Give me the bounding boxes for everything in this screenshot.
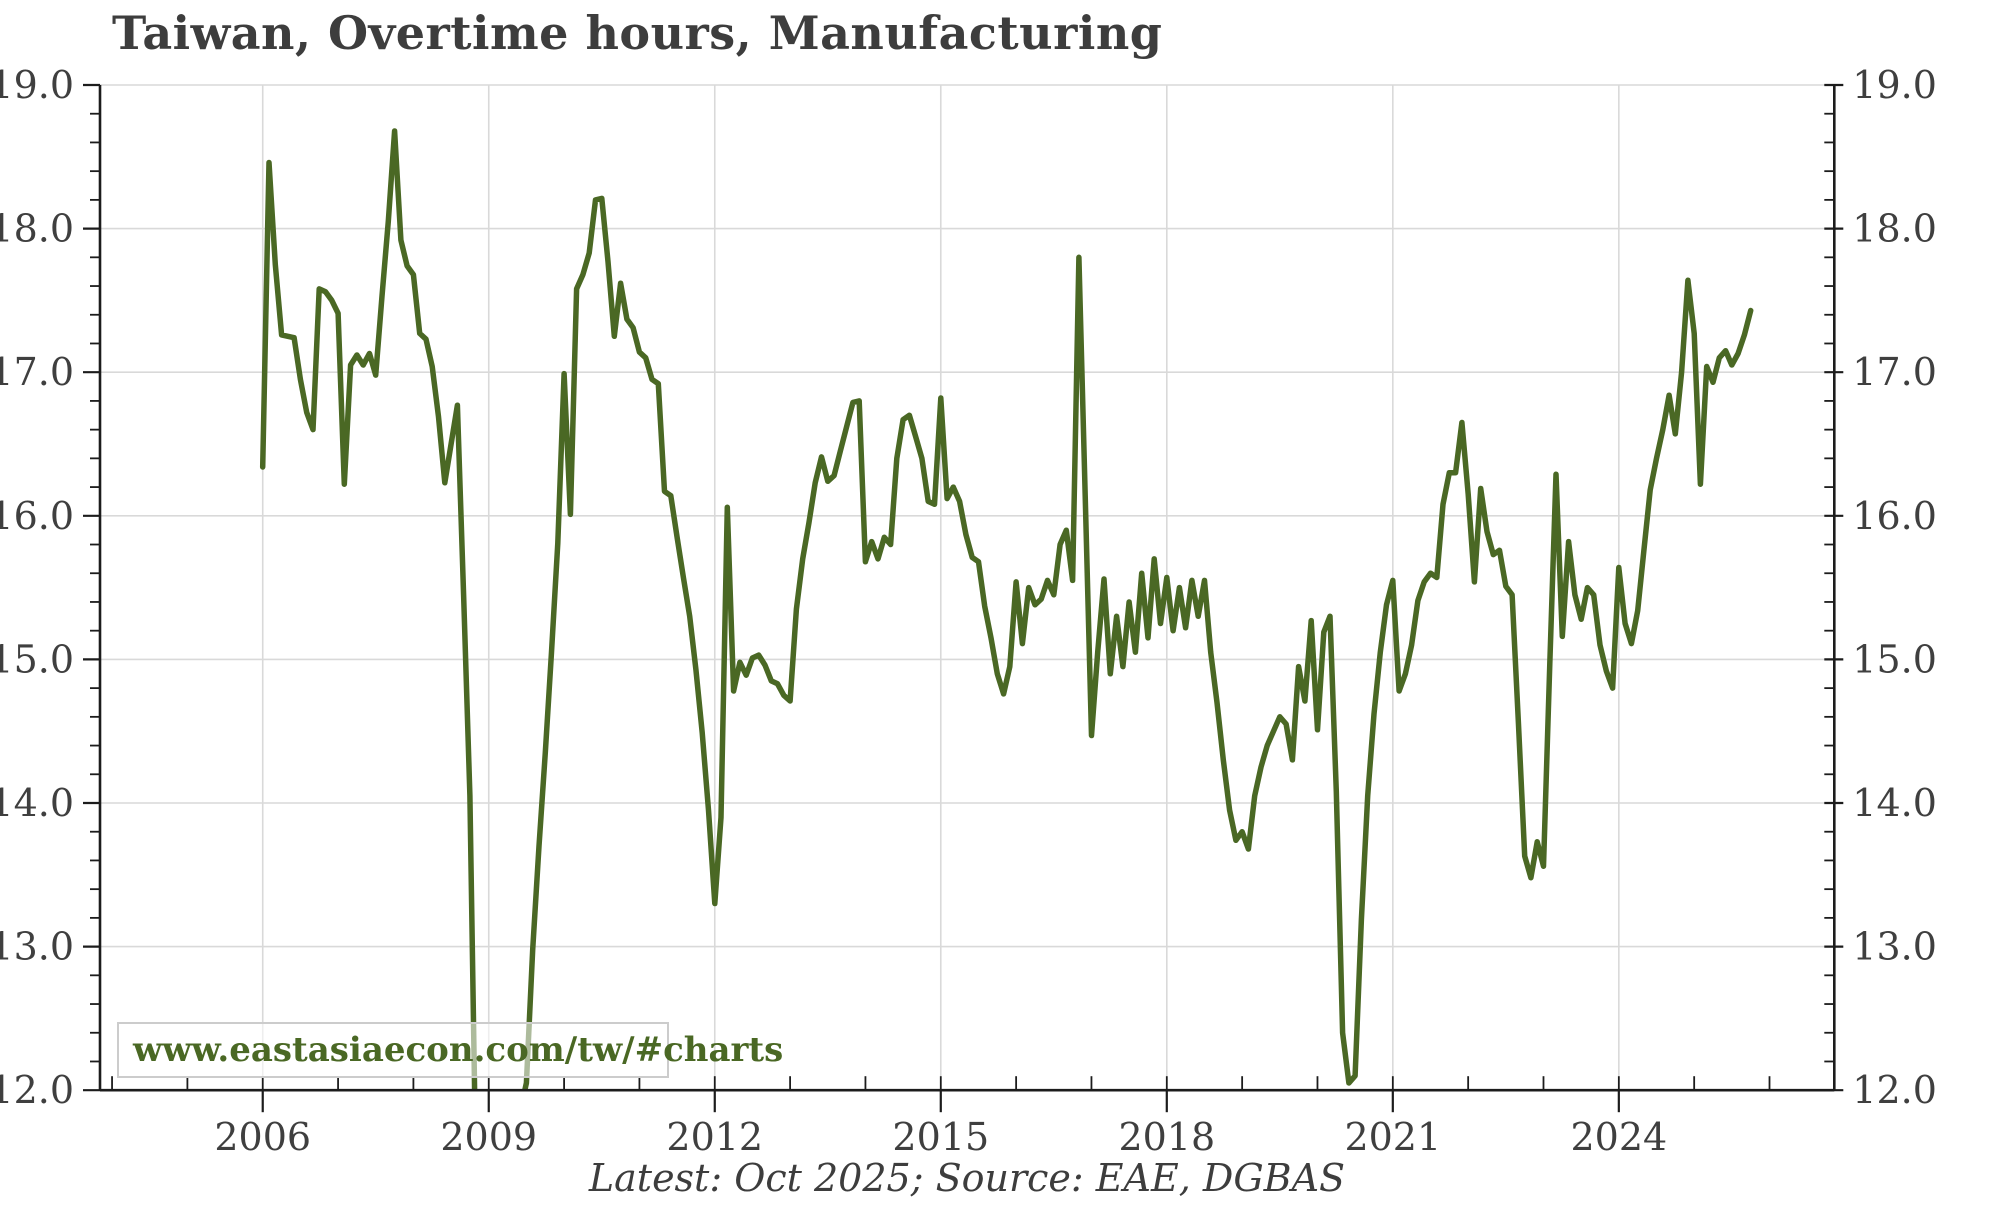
y-axis-label-left: 12.0 — [0, 1068, 74, 1112]
y-axis-label-right: 18.0 — [1852, 207, 1937, 251]
y-axis-label-right: 13.0 — [1852, 925, 1937, 969]
x-axis-label: 2021 — [1344, 1115, 1441, 1159]
x-axis-label: 2012 — [666, 1115, 763, 1159]
y-axis-label-left: 19.0 — [0, 63, 74, 107]
x-axis-label: 2009 — [440, 1115, 537, 1159]
x-axis-label: 2018 — [1118, 1115, 1215, 1159]
x-axis-label: 2015 — [892, 1115, 989, 1159]
y-axis-label-left: 15.0 — [0, 637, 74, 681]
y-axis-label-right: 16.0 — [1852, 494, 1937, 538]
y-axis-label-right: 12.0 — [1852, 1068, 1937, 1112]
y-axis-label-left: 14.0 — [0, 781, 74, 825]
y-axis-label-right: 14.0 — [1852, 781, 1937, 825]
y-axis-label-left: 17.0 — [0, 350, 74, 394]
y-axis-label-left: 16.0 — [0, 494, 74, 538]
overtime-hours-line — [259, 128, 1754, 1091]
watermark-box: www.eastasiaecon.com/tw/#charts — [117, 1022, 783, 1078]
x-axis-label: 2024 — [1570, 1115, 1667, 1159]
y-axis-label-left: 13.0 — [0, 925, 74, 969]
watermark-url-text: www.eastasiaecon.com/tw/#charts — [133, 1030, 784, 1070]
y-axis-label-right: 15.0 — [1852, 637, 1937, 681]
y-axis-label-right: 19.0 — [1852, 63, 1937, 107]
y-axis-label-left: 18.0 — [0, 207, 74, 251]
tick-marks — [83, 83, 1844, 1113]
y-axis-label-right: 17.0 — [1852, 350, 1937, 394]
chart-caption: Latest: Oct 2025; Source: EAE, DGBAS — [588, 1156, 1346, 1200]
x-axis-label: 2006 — [214, 1115, 311, 1159]
chart-title: Taiwan, Overtime hours, Manufacturing — [112, 6, 1163, 60]
axes — [98, 85, 1836, 1092]
tick-labels: 19.0 19.0 18.0 18.0 17.0 17.0 16.0 16.0 15.0 15.0… — [0, 63, 1937, 1159]
